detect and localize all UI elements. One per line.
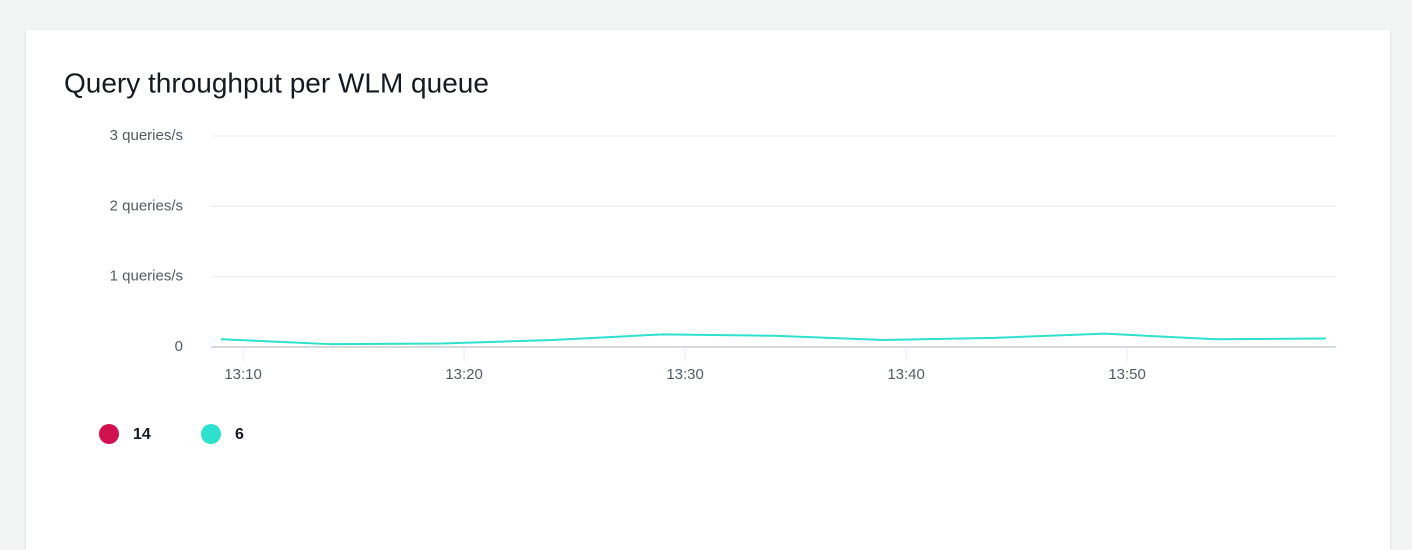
legend-swatch bbox=[201, 424, 221, 444]
legend-label: 6 bbox=[235, 426, 244, 443]
x-tick-label: 13:10 bbox=[224, 366, 262, 383]
y-tick-label: 0 bbox=[175, 338, 183, 355]
y-tick-label: 2 queries/s bbox=[110, 197, 183, 214]
x-tick-label: 13:30 bbox=[666, 366, 704, 383]
x-tick-label: 13:50 bbox=[1108, 366, 1146, 383]
legend-swatch bbox=[99, 424, 119, 444]
y-tick-label: 1 queries/s bbox=[110, 268, 183, 285]
x-tick-label: 13:20 bbox=[445, 366, 483, 383]
chart-title: Query throughput per WLM queue bbox=[64, 67, 489, 98]
y-tick-label: 3 queries/s bbox=[110, 127, 183, 144]
x-tick-label: 13:40 bbox=[887, 366, 925, 383]
legend-label: 14 bbox=[133, 426, 151, 443]
card bbox=[26, 30, 1390, 550]
series-line bbox=[220, 332, 1327, 346]
